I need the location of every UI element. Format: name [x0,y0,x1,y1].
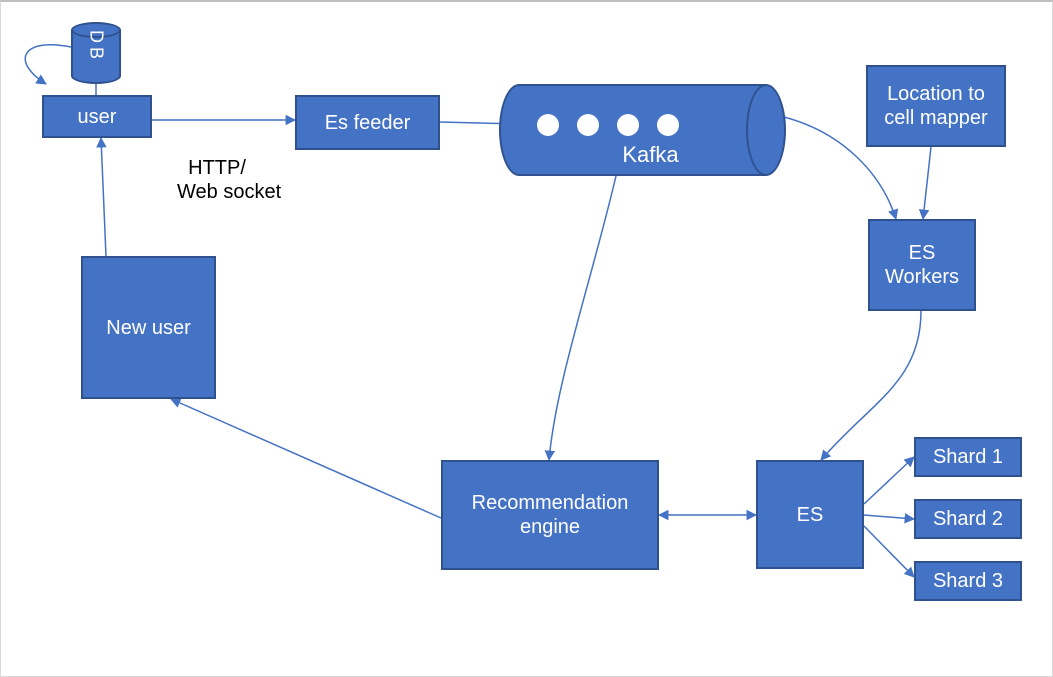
edge-newuser-user [101,138,106,256]
node-esworkers: ES Workers [868,219,976,311]
node-esfeeder: Es feeder [295,95,440,150]
node-recengine-label: Recommendation engine [472,491,629,539]
edge-kafka-recengine [549,176,616,460]
node-newuser: New user [81,256,216,399]
node-user-label: user [78,105,117,129]
node-user: user [42,95,152,138]
edge-locmapper-esworkers [923,147,931,219]
node-shard3: Shard 3 [914,561,1022,601]
edge-db-self [25,45,71,84]
node-shard3-label: Shard 3 [933,569,1003,593]
node-shard2-label: Shard 2 [933,507,1003,531]
kafka-dot-icon [657,114,679,136]
edge-es-shard1 [864,457,914,504]
node-es: ES [756,460,864,569]
node-db-label: DB [86,22,107,72]
kafka-dot-icon [537,114,559,136]
node-shard1-label: Shard 1 [933,445,1003,469]
edge-es-shard3 [864,526,914,577]
node-db: DB [71,22,121,84]
node-locmapper-label: Location to cell mapper [884,82,987,130]
node-esworkers-label: ES Workers [885,241,959,289]
kafka-dot-icon [617,114,639,136]
kafka-dot-icon [577,114,599,136]
node-kafka: Kafka [517,84,784,176]
label-http: HTTP/ Web socket [177,132,281,204]
node-locmapper: Location to cell mapper [866,65,1006,147]
label-http-text: HTTP/ Web socket [177,157,281,203]
node-es-label: ES [797,503,824,527]
node-shard2: Shard 2 [914,499,1022,539]
node-recengine: Recommendation engine [441,460,659,570]
edge-es-shard2 [864,515,914,519]
node-esfeeder-label: Es feeder [325,111,411,135]
edge-recengine-newuser [171,399,441,518]
node-shard1: Shard 1 [914,437,1022,477]
node-kafka-label: Kafka [517,142,784,168]
edge-esworkers-es [821,311,921,460]
diagram-canvas: { "diagram": { "type": "flowchart", "bac… [0,0,1053,677]
node-newuser-label: New user [106,316,190,340]
